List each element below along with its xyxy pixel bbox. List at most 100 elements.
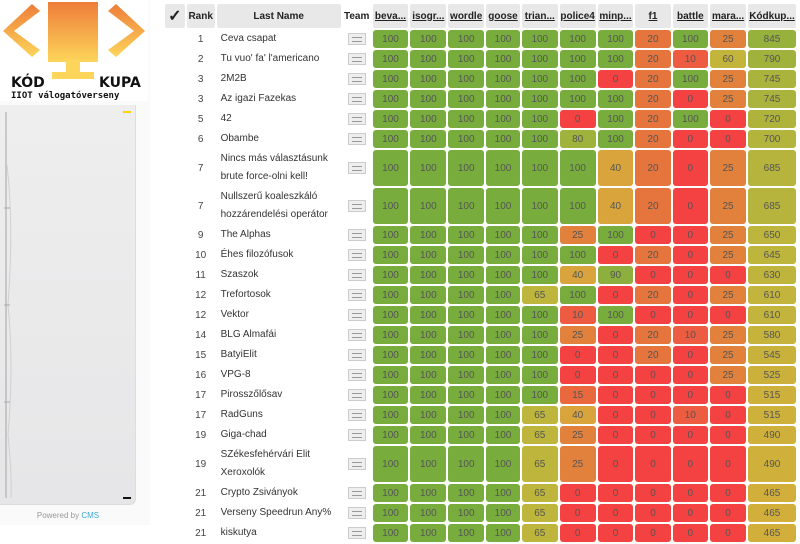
team-flag-icon xyxy=(347,33,366,45)
task-column-header[interactable]: trian... xyxy=(521,4,558,28)
table-row[interactable]: 21 Crypto Zsiványok 100 100 100 100 65 0 0 0 0 0 465 xyxy=(165,484,796,502)
row-select-cell[interactable] xyxy=(165,306,185,324)
score-cell: 0 xyxy=(559,110,596,128)
team-cell xyxy=(343,524,371,542)
row-select-cell[interactable] xyxy=(165,30,185,48)
score-cell: 25 xyxy=(710,226,746,244)
table-row[interactable]: 9 The Alphas 100 100 100 100 100 25 100 0 0 25 650 xyxy=(165,226,796,244)
table-row[interactable]: 21 kiskutya 100 100 100 100 65 0 0 0 0 0 465 xyxy=(165,524,796,542)
rank-column-header[interactable]: Rank xyxy=(186,4,215,28)
score-cell: 100 xyxy=(372,446,409,482)
select-column-header[interactable]: ✓ xyxy=(165,4,185,28)
score-cell: 100 xyxy=(448,366,485,384)
score-cell: 100 xyxy=(486,266,520,284)
rank-cell: 3 xyxy=(197,93,204,105)
table-row[interactable]: 14 BLG Almafái 100 100 100 100 100 25 0 20 10 25 580 xyxy=(165,326,796,344)
table-row[interactable]: 12 Vektor 100 100 100 100 100 10 100 0 0 0 610 xyxy=(165,306,796,324)
score-cell: 100 xyxy=(559,90,596,108)
row-select-cell[interactable] xyxy=(165,226,185,244)
row-select-cell[interactable] xyxy=(165,110,185,128)
score-cell: 100 xyxy=(372,30,409,48)
score-cell: 100 xyxy=(486,326,520,344)
table-row[interactable]: 5 42 100 100 100 100 100 0 100 20 100 0 720 xyxy=(165,110,796,128)
rank-slider[interactable] xyxy=(0,105,136,505)
table-row[interactable]: 19 SZékesfehérvári Elit Xeroxolók 100 100 10… xyxy=(165,446,796,482)
team-column-header[interactable]: Team xyxy=(342,4,371,28)
task-column-header[interactable]: goose xyxy=(486,4,520,28)
table-row[interactable]: 15 BatyiElit 100 100 100 100 100 0 0 20 0 25 545 xyxy=(165,346,796,364)
team-cell xyxy=(343,366,371,384)
task-column-header[interactable]: beva... xyxy=(372,4,409,28)
row-select-cell[interactable] xyxy=(165,90,185,108)
task-column-header[interactable]: mara... xyxy=(710,4,746,28)
total-score-cell: 515 xyxy=(747,386,796,404)
table-row[interactable]: 2 Tu vuo' fa' l'americano 100 100 100 100 100 1… xyxy=(165,50,796,68)
score-cell: 0 xyxy=(672,386,709,404)
row-select-cell[interactable] xyxy=(165,246,185,264)
rank-cell: 17 xyxy=(195,389,207,401)
row-select-cell[interactable] xyxy=(165,524,185,542)
table-row[interactable]: 3 Az igazi Fazekas 100 100 100 100 100 100 100 20… xyxy=(165,90,796,108)
team-cell xyxy=(343,188,371,224)
task-column-header[interactable]: minp... xyxy=(597,4,634,28)
row-select-cell[interactable] xyxy=(165,286,185,304)
table-row[interactable]: 7 Nincs más választásunk brute force-olni… xyxy=(165,150,796,186)
row-select-cell[interactable] xyxy=(165,266,185,284)
table-row[interactable]: 12 Trefortosok 100 100 100 100 65 100 0 20 0 25 610 xyxy=(165,286,796,304)
score-cell: 65 xyxy=(521,426,558,444)
row-select-cell[interactable] xyxy=(165,484,185,502)
rank-cell: 21 xyxy=(195,487,207,499)
row-select-cell[interactable] xyxy=(165,504,185,522)
score-cell: 0 xyxy=(672,130,709,148)
row-select-cell[interactable] xyxy=(165,150,185,186)
row-select-cell[interactable] xyxy=(165,188,185,224)
team-cell xyxy=(343,326,371,344)
score-cell: 0 xyxy=(597,524,634,542)
row-select-cell[interactable] xyxy=(165,326,185,344)
table-row[interactable]: 17 Pirosszőlősav 100 100 100 100 100 15 0 0 0 0 515 xyxy=(165,386,796,404)
table-row[interactable]: 16 VPG-8 100 100 100 100 100 0 0 0 0 25 525 xyxy=(165,366,796,384)
table-row[interactable]: 21 Verseny Speedrun Any% 100 100 100 100 65 0 0 0… xyxy=(165,504,796,522)
team-name-cell: BatyiElit xyxy=(220,349,257,360)
table-row[interactable]: 19 Giga-chad 100 100 100 100 65 25 0 0 0 0 490 xyxy=(165,426,796,444)
score-cell: 0 xyxy=(672,426,709,444)
task-column-header[interactable]: battle xyxy=(672,4,709,28)
team-cell xyxy=(343,386,371,404)
score-cell: 100 xyxy=(372,386,409,404)
task-column-header[interactable]: police4 xyxy=(559,4,596,28)
cms-link[interactable]: CMS xyxy=(81,511,100,520)
row-select-cell[interactable] xyxy=(165,406,185,424)
task-column-header[interactable]: Kódkup... xyxy=(747,4,796,28)
row-select-cell[interactable] xyxy=(165,426,185,444)
score-cell: 100 xyxy=(410,188,447,224)
table-row[interactable]: 17 RadGuns 100 100 100 100 65 40 0 0 10 0 515 xyxy=(165,406,796,424)
task-column-header[interactable]: isogr... xyxy=(410,4,447,28)
task-column-header[interactable]: f1 xyxy=(635,4,671,28)
score-cell: 0 xyxy=(672,150,709,186)
score-cell: 0 xyxy=(710,130,746,148)
score-cell: 100 xyxy=(448,130,485,148)
row-select-cell[interactable] xyxy=(165,70,185,88)
score-cell: 100 xyxy=(448,50,485,68)
row-select-cell[interactable] xyxy=(165,346,185,364)
table-row[interactable]: 7 Nullszerű koaleszkáló hozzárendelési op… xyxy=(165,188,796,224)
row-select-cell[interactable] xyxy=(165,446,185,482)
table-row[interactable]: 6 Obambe 100 100 100 100 100 80 100 20 0 0 700 xyxy=(165,130,796,148)
score-cell: 100 xyxy=(410,286,447,304)
row-select-cell[interactable] xyxy=(165,386,185,404)
score-cell: 100 xyxy=(410,524,447,542)
task-column-header[interactable]: wordle xyxy=(448,4,485,28)
team-cell xyxy=(343,426,371,444)
table-row[interactable]: 11 Szaszok 100 100 100 100 100 40 90 0 0 0 630 xyxy=(165,266,796,284)
row-select-cell[interactable] xyxy=(165,366,185,384)
last-name-column-header[interactable]: Last Name xyxy=(216,4,341,28)
score-cell: 100 xyxy=(410,70,447,88)
table-row[interactable]: 3 2M2B 100 100 100 100 100 100 0 20 100 25 745 xyxy=(165,70,796,88)
table-row[interactable]: 10 Éhes filozófusok 100 100 100 100 100 100 0 20 0… xyxy=(165,246,796,264)
score-cell: 0 xyxy=(597,446,634,482)
row-select-cell[interactable] xyxy=(165,50,185,68)
rank-cell: 10 xyxy=(195,249,207,261)
row-select-cell[interactable] xyxy=(165,130,185,148)
total-score-cell: 490 xyxy=(747,426,796,444)
table-row[interactable]: 1 Ceva csapat 100 100 100 100 100 100 100 20 100 25… xyxy=(165,30,796,48)
